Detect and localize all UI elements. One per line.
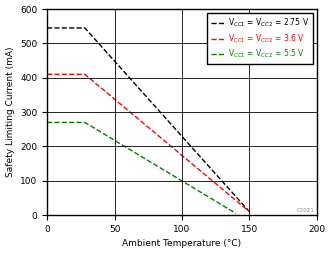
Text: C2021: C2021 — [297, 208, 314, 213]
X-axis label: Ambient Temperature (°C): Ambient Temperature (°C) — [122, 240, 242, 248]
Y-axis label: Safety Limiting Current (mA): Safety Limiting Current (mA) — [6, 47, 15, 177]
Legend: V$_{CC1}$ = V$_{CC2}$ = 2.75 V, V$_{CC1}$ = V$_{CC2}$ = 3.6 V, V$_{CC1}$ = V$_{C: V$_{CC1}$ = V$_{CC2}$ = 2.75 V, V$_{CC1}… — [208, 13, 313, 64]
